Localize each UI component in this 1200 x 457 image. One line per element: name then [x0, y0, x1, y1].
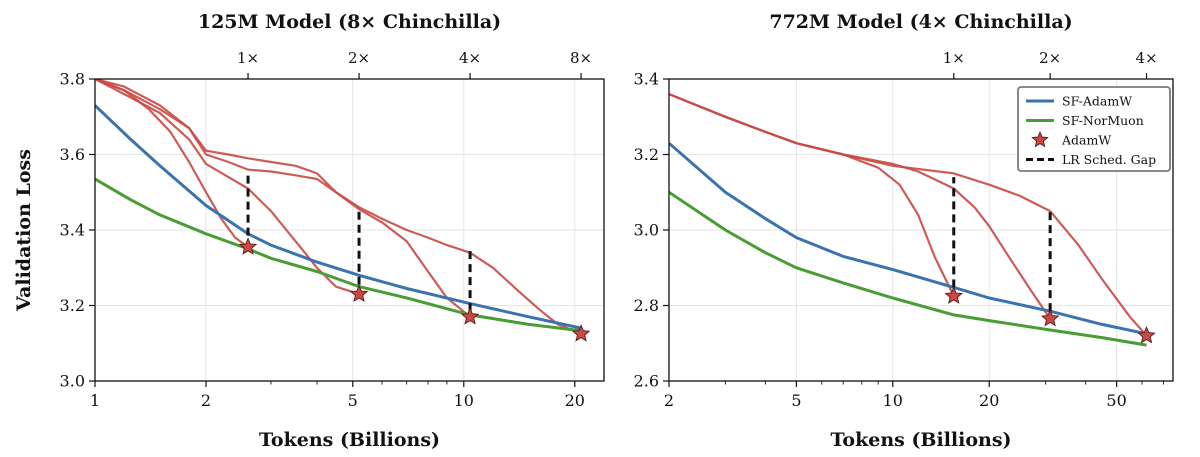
y-tick-label: 2.6: [634, 372, 659, 391]
sf-normuon-line: [669, 190, 1147, 347]
y-tick-label: 3.2: [60, 296, 85, 315]
y-tick-label: 3.6: [60, 145, 85, 164]
top-tick-label: 2×: [348, 49, 370, 67]
plot-area: [669, 93, 1148, 347]
legend-label-sf-normuon: SF-NorMuon: [1062, 113, 1144, 128]
top-tick-label: 8×: [570, 49, 592, 67]
adamw-run-line-1: [95, 79, 249, 248]
top-tick-label: 2×: [1039, 49, 1061, 67]
sf-adamw-line: [95, 104, 582, 330]
y-tick-label: 2.8: [634, 296, 659, 315]
legend-box: [1017, 86, 1171, 172]
legend-swatch-adamw: [1031, 130, 1049, 148]
adamw-run-line-1: [669, 93, 955, 297]
top-tick-label: 4×: [459, 49, 481, 67]
x-tick-label: 50: [1106, 391, 1126, 410]
legend-label-adamw: AdamW: [1061, 133, 1111, 148]
adamw-star-marker-4: [571, 324, 591, 342]
adamw-run-line-3: [95, 79, 471, 318]
legend: SF-AdamW SF-NorMuon AdamW LR Sched. Gap: [1017, 86, 1171, 172]
panel-2: 2.6 2.8 3.0 3.2 3.4 2 5 10 20 50 1× 2× 4× 772M Model …: [634, 11, 1174, 451]
y-axis-label: Validation Loss: [13, 149, 35, 312]
x-tick-label: 10: [454, 391, 474, 410]
adamw-star-marker-2: [349, 284, 369, 302]
adamw-run-line-2: [95, 79, 360, 296]
y-tick-label: 3.8: [60, 70, 85, 89]
sf-normuon-line: [95, 177, 582, 333]
legend-label-gap: LR Sched. Gap: [1062, 152, 1156, 167]
y-tick-label: 3.4: [634, 70, 659, 89]
adamw-star-marker-1: [238, 237, 258, 255]
adamw-run-line-3: [669, 93, 1148, 337]
adamw-star-marker-1: [944, 286, 963, 304]
adamw-star-marker-3: [1137, 326, 1156, 344]
legend-label-sf-adamw: SF-AdamW: [1062, 94, 1132, 109]
x-tick-label: 2: [201, 391, 211, 410]
x-tick-label: 1: [90, 391, 100, 410]
plot-area: [95, 79, 582, 335]
adamw-star-marker-2: [1040, 309, 1060, 327]
top-tick-label: 1×: [237, 49, 259, 67]
y-tick-label: 3.0: [634, 221, 659, 240]
x-tick-label: 5: [348, 391, 358, 410]
x-axis-label: Tokens (Billions): [830, 429, 1011, 451]
y-tick-label: 3.0: [60, 372, 85, 391]
top-tick-label: 4×: [1135, 49, 1157, 67]
adamw-star-marker-3: [460, 307, 480, 325]
adamw-run-line-2: [669, 93, 1052, 320]
x-tick-label: 2: [664, 391, 674, 410]
y-tick-label: 3.2: [634, 145, 659, 164]
y-tick-label: 3.4: [60, 221, 85, 240]
adamw-run-line-4: [95, 79, 582, 335]
x-tick-label: 10: [883, 391, 903, 410]
chart-title: 772M Model (4× Chinchilla): [769, 11, 1072, 33]
top-tick-label: 1×: [943, 49, 965, 67]
x-tick-label: 20: [979, 391, 999, 410]
panel-1: 3.0 3.2 3.4 3.6 3.8 1 2 5 10 20 1× 2× 4× 8× 125M Model…: [60, 11, 605, 451]
chart-title: 125M Model (8× Chinchilla): [198, 11, 501, 33]
x-tick-label: 5: [791, 391, 801, 410]
sf-adamw-line: [669, 142, 1147, 336]
x-tick-label: 20: [565, 391, 585, 410]
x-axis-label: Tokens (Billions): [259, 429, 440, 451]
